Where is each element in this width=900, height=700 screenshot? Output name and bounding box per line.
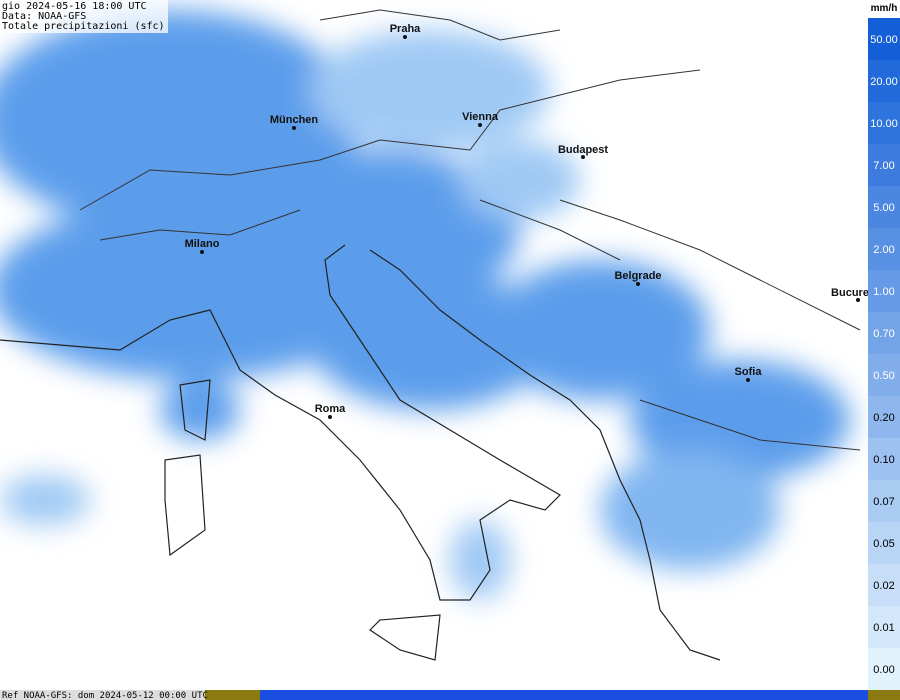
corsica	[179, 379, 211, 441]
legend-swatch	[868, 312, 900, 355]
city-label: Milano	[185, 238, 220, 250]
footer-text: Ref NOAA-GFS: dom 2024-05-12 00:00 UTC	[2, 691, 208, 700]
header-line: Data: NOAA-GFS	[2, 11, 86, 22]
footer-bar	[205, 690, 260, 700]
city-dot	[328, 415, 332, 419]
footer-bg	[0, 690, 205, 700]
city-label: Sofia	[735, 366, 763, 378]
legend-swatch	[868, 228, 900, 271]
city-dot	[856, 298, 860, 302]
legend: mm/h 50.00 20.00 10.00 7.00 5.00 2.00 1.00 0.70…	[868, 0, 900, 691]
legend-label: 10.00	[870, 118, 898, 130]
city-label: München	[270, 114, 319, 126]
balkan-coast	[369, 249, 721, 661]
footer-bar	[260, 690, 868, 700]
city-dot	[581, 155, 585, 159]
legend-swatch	[868, 186, 900, 229]
legend-swatch	[868, 438, 900, 481]
city-label: Budapest	[558, 144, 608, 156]
header-line: gio 2024-05-16 18:00 UTC	[2, 1, 147, 12]
cities: Praha München Vienna Budapest Milano Belgrade…	[185, 23, 869, 419]
legend-label: 5.00	[873, 202, 894, 214]
sardinia	[164, 454, 206, 557]
header-bg	[0, 0, 168, 33]
city-dot	[636, 282, 640, 286]
italy	[239, 244, 561, 601]
city-dot	[292, 126, 296, 130]
legend-unit: mm/h	[871, 3, 898, 14]
legend-swatch	[868, 396, 900, 439]
legend-label: 0.70	[873, 328, 894, 340]
legend-label: 2.00	[873, 244, 894, 256]
legend-label: 0.00	[873, 664, 894, 676]
legend-label: 0.20	[873, 412, 894, 424]
city-label: Belgrade	[614, 270, 661, 282]
city-dot	[478, 123, 482, 127]
legend-unit-bg	[868, 0, 900, 18]
legend-label: 0.50	[873, 370, 894, 382]
legend-label: 7.00	[873, 160, 894, 172]
sicily	[369, 614, 441, 661]
city-label: Bucure	[831, 287, 869, 299]
legend-swatch	[868, 648, 900, 691]
legend-swatch	[868, 480, 900, 523]
legend-label: 0.01	[873, 622, 894, 634]
legend-swatch	[868, 606, 900, 649]
legend-label: 50.00	[870, 34, 898, 46]
city-label: Praha	[390, 23, 421, 35]
header-line: Totale precipitazioni (sfc)	[2, 21, 165, 32]
legend-swatch	[868, 354, 900, 397]
legend-swatch	[868, 18, 900, 61]
legend-swatch	[868, 60, 900, 103]
legend-label: 0.02	[873, 580, 894, 592]
city-label: Vienna	[462, 111, 499, 123]
legend-label: 0.07	[873, 496, 894, 508]
city-dot	[200, 250, 204, 254]
france-coast	[0, 309, 241, 371]
legend-swatch	[868, 144, 900, 187]
city-dot	[746, 378, 750, 382]
precipitation	[0, 10, 850, 600]
borders	[79, 9, 861, 451]
legend-swatch	[868, 270, 900, 313]
footer-bar	[868, 690, 900, 700]
city-dot	[403, 35, 407, 39]
legend-swatch	[868, 564, 900, 607]
legend-label: 20.00	[870, 76, 898, 88]
legend-label: 0.10	[873, 454, 894, 466]
legend-label: 1.00	[873, 286, 894, 298]
legend-swatch	[868, 102, 900, 145]
coastlines	[0, 9, 861, 661]
city-label: Roma	[315, 403, 346, 415]
legend-label: 0.05	[873, 538, 894, 550]
legend-swatch	[868, 522, 900, 565]
